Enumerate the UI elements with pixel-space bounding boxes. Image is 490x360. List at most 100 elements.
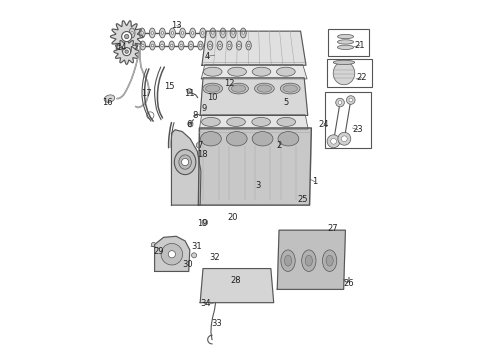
Ellipse shape xyxy=(227,41,232,50)
Ellipse shape xyxy=(170,28,175,38)
Circle shape xyxy=(181,158,189,166)
Text: 33: 33 xyxy=(211,319,221,328)
Ellipse shape xyxy=(291,198,299,203)
Text: 12: 12 xyxy=(223,79,234,88)
Polygon shape xyxy=(200,269,274,303)
Text: 15: 15 xyxy=(165,82,175,91)
Ellipse shape xyxy=(302,250,316,271)
Ellipse shape xyxy=(159,41,165,50)
Ellipse shape xyxy=(338,35,354,39)
Text: 9: 9 xyxy=(201,104,206,113)
Circle shape xyxy=(125,50,128,53)
Circle shape xyxy=(161,44,163,47)
Ellipse shape xyxy=(280,83,300,94)
Circle shape xyxy=(232,32,234,34)
Ellipse shape xyxy=(278,132,299,146)
Text: 1: 1 xyxy=(312,177,318,186)
Polygon shape xyxy=(155,236,190,271)
Polygon shape xyxy=(198,128,311,205)
Ellipse shape xyxy=(210,28,216,38)
Ellipse shape xyxy=(227,117,245,126)
Text: 32: 32 xyxy=(209,253,220,262)
Ellipse shape xyxy=(252,117,270,126)
Text: 21: 21 xyxy=(354,41,365,50)
Ellipse shape xyxy=(240,28,246,38)
Bar xyxy=(328,30,369,56)
Text: 14: 14 xyxy=(116,43,126,52)
Ellipse shape xyxy=(230,28,236,38)
Circle shape xyxy=(212,96,216,100)
Ellipse shape xyxy=(333,62,355,85)
Circle shape xyxy=(228,44,231,47)
Ellipse shape xyxy=(198,41,203,50)
Ellipse shape xyxy=(169,41,174,50)
Ellipse shape xyxy=(203,83,222,94)
Circle shape xyxy=(199,44,202,47)
Circle shape xyxy=(181,32,184,34)
Circle shape xyxy=(187,89,192,94)
Text: 2: 2 xyxy=(276,141,282,150)
Circle shape xyxy=(327,135,340,148)
Ellipse shape xyxy=(281,250,295,271)
Circle shape xyxy=(192,253,196,258)
Circle shape xyxy=(234,296,240,302)
Circle shape xyxy=(122,48,131,56)
Ellipse shape xyxy=(277,117,295,126)
Polygon shape xyxy=(110,21,143,52)
Circle shape xyxy=(171,32,174,34)
Polygon shape xyxy=(199,115,308,129)
Text: 5: 5 xyxy=(284,98,289,107)
Ellipse shape xyxy=(257,85,271,92)
Polygon shape xyxy=(277,230,345,289)
Text: 26: 26 xyxy=(343,279,354,288)
Circle shape xyxy=(171,44,173,47)
Bar xyxy=(327,59,371,87)
Ellipse shape xyxy=(285,255,292,266)
Ellipse shape xyxy=(150,41,155,50)
Circle shape xyxy=(188,122,193,127)
Ellipse shape xyxy=(220,28,226,38)
Circle shape xyxy=(161,32,164,34)
Circle shape xyxy=(231,90,236,96)
Circle shape xyxy=(247,44,250,47)
Circle shape xyxy=(342,136,347,141)
Circle shape xyxy=(180,44,182,47)
Text: 29: 29 xyxy=(154,247,164,256)
Circle shape xyxy=(212,32,214,34)
Ellipse shape xyxy=(246,41,251,50)
Ellipse shape xyxy=(178,41,184,50)
Circle shape xyxy=(338,101,342,104)
Circle shape xyxy=(151,44,154,47)
Ellipse shape xyxy=(129,28,135,38)
Ellipse shape xyxy=(104,95,115,102)
Ellipse shape xyxy=(252,132,273,146)
Circle shape xyxy=(242,32,245,34)
Circle shape xyxy=(203,105,207,109)
Polygon shape xyxy=(114,39,140,64)
Circle shape xyxy=(124,35,129,39)
Polygon shape xyxy=(200,78,308,116)
Bar xyxy=(324,92,371,148)
Text: 22: 22 xyxy=(356,73,367,82)
Ellipse shape xyxy=(217,41,222,50)
Ellipse shape xyxy=(333,60,355,64)
Circle shape xyxy=(131,32,133,34)
Ellipse shape xyxy=(180,28,186,38)
Ellipse shape xyxy=(201,117,220,126)
Circle shape xyxy=(336,98,344,107)
Ellipse shape xyxy=(188,41,194,50)
Polygon shape xyxy=(172,130,201,205)
Text: 17: 17 xyxy=(141,89,152,98)
Circle shape xyxy=(202,220,208,225)
Ellipse shape xyxy=(276,67,295,76)
Text: 30: 30 xyxy=(182,260,193,269)
Ellipse shape xyxy=(149,28,155,38)
Ellipse shape xyxy=(229,83,248,94)
Ellipse shape xyxy=(200,28,206,38)
Ellipse shape xyxy=(205,85,220,92)
Ellipse shape xyxy=(322,250,337,271)
Text: 25: 25 xyxy=(297,195,308,204)
Ellipse shape xyxy=(305,255,313,266)
Circle shape xyxy=(209,299,214,304)
Text: 31: 31 xyxy=(191,242,202,251)
